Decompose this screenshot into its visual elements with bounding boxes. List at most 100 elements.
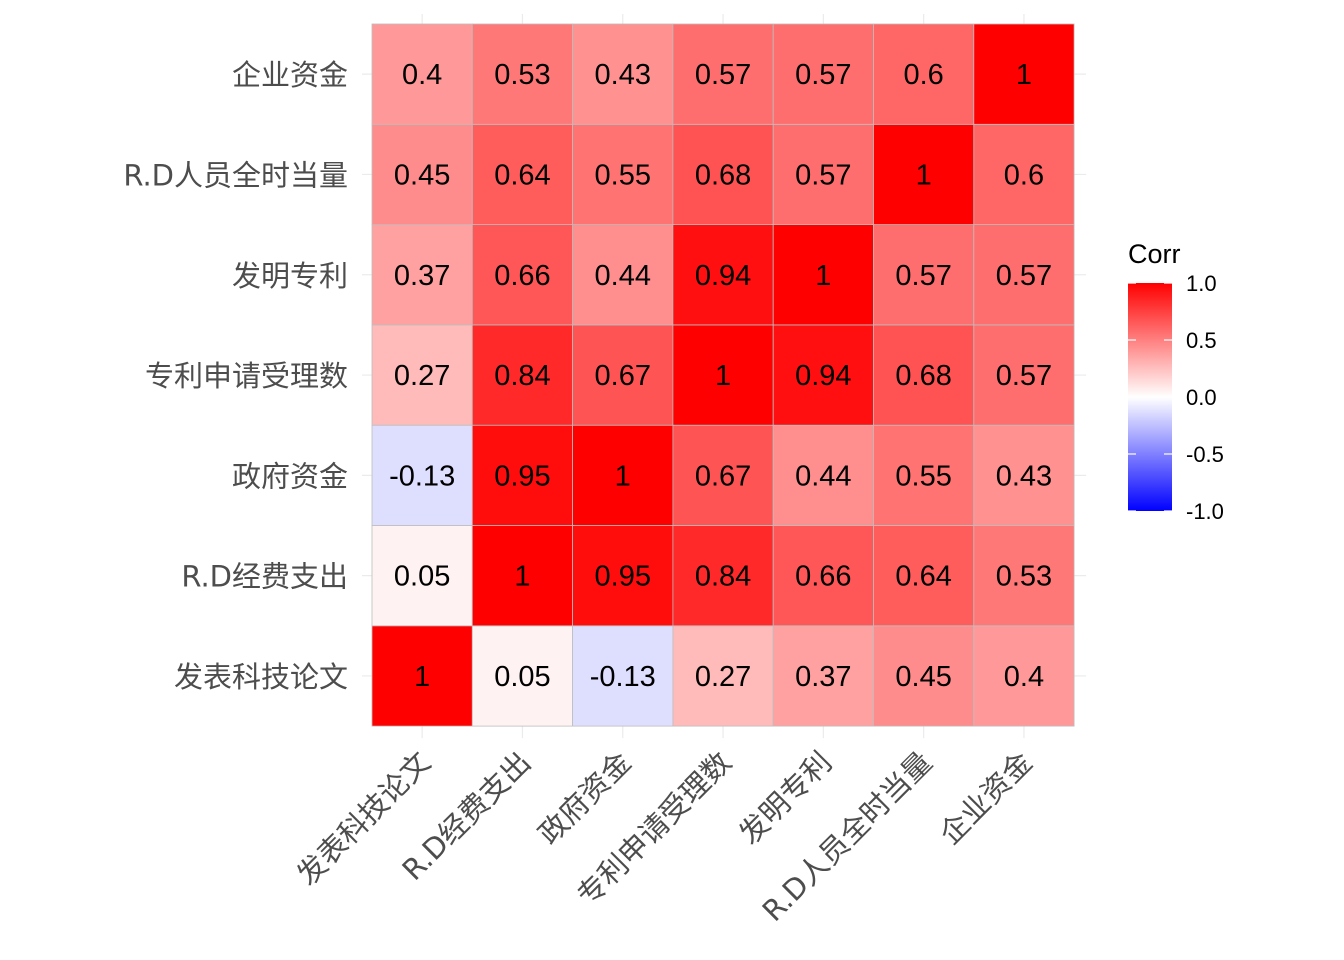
cell-value-label: 0.37 [795,661,851,693]
y-tick-label: 专利申请受理数 [145,359,348,393]
cell-value-label: 0.43 [996,460,1052,492]
cell-value-label: 0.6 [903,59,943,91]
legend-tick-label: -0.5 [1186,442,1224,467]
heatmap-cell [973,525,1075,627]
heatmap-cell [973,625,1075,727]
cell-value-label: 0.94 [695,260,751,292]
heatmap-cell [471,424,573,526]
cell-value-label: 1 [715,360,731,392]
cell-value-label: 0.57 [895,260,951,292]
heatmap-cell [572,324,674,426]
cell-value-label: 0.57 [695,59,751,91]
heatmap-cell [973,23,1075,125]
cell-value-label: 0.6 [1004,159,1044,191]
cell-value-label: 0.4 [1004,661,1044,693]
cell-value-label: 1 [414,661,430,693]
heatmap-cell [973,324,1075,426]
y-tick-label: 政府资金 [232,459,348,493]
x-axis-labels: 发表科技论文R.D经费支出政府资金专利申请受理数发明专利R.D人员全时当量企业资… [290,745,1039,928]
cell-value-label: 1 [916,159,932,191]
cell-value-label: 1 [514,561,530,593]
heatmap-cell [873,224,975,326]
y-tick-label: R.D经费支出 [181,560,348,594]
cell-value-label: 0.67 [595,360,651,392]
y-tick-label: 发明专利 [232,259,348,293]
legend: Corr 1.0 0.5 0.0 -0.5 -1.0 [1128,239,1224,524]
x-tick-label: R.D人员全时当量 [756,745,939,928]
heatmap-cell [973,224,1075,326]
x-tick-label: 发明专利 [732,745,838,851]
cell-value-label: 0.05 [494,661,550,693]
cell-value-label: 0.27 [695,661,751,693]
heatmap-cell [873,123,975,226]
heatmap-cell [672,224,774,326]
cell-value-label: 1 [1016,59,1032,91]
heatmap-cell [572,424,674,526]
cell-value-label: 1 [815,260,831,292]
heatmap-cell [471,324,573,426]
heatmap-cell [572,23,674,125]
heatmap-cell [772,224,874,326]
cell-value-label: 0.95 [595,561,651,593]
heatmap-cell [973,123,1075,226]
y-axis-labels: 发表科技论文 R.D经费支出 政府资金 专利申请受理数 发明专利 R.D人员全时当量 企业资… [123,58,348,694]
heatmap-value-labels: 1 0.05 -0.13 0.27 0.37 0.45 0.4 0.05 1 0.95 0.84 0.… [389,59,1052,693]
heatmap-cell [672,23,774,125]
cell-value-label: -0.13 [590,661,656,693]
cell-value-label: 0.68 [695,159,751,191]
heatmap-cell [873,525,975,627]
legend-tick-label: -1.0 [1186,499,1224,524]
legend-tick-label: 0.5 [1186,328,1217,353]
cell-value-label: 0.55 [895,460,951,492]
heatmap-cell [973,424,1075,526]
heatmap-cell [772,525,874,627]
heatmap-cell [371,424,473,526]
cell-value-label: 0.94 [795,360,851,392]
heatmap-cell [873,424,975,526]
heatmap-cell [672,424,774,526]
heatmap-cell [772,625,874,727]
heatmap-cell [572,525,674,627]
cell-value-label: 0.55 [595,159,651,191]
cell-value-label: 0.44 [595,260,651,292]
cell-value-label: 0.68 [895,360,951,392]
cell-value-label: 0.43 [595,59,651,91]
cell-value-label: 1 [615,460,631,492]
cell-value-label: 0.05 [394,561,450,593]
cell-value-label: 0.57 [795,159,851,191]
heatmap-cell [672,324,774,426]
cell-value-label: 0.57 [795,59,851,91]
legend-title: Corr [1128,239,1181,269]
y-tick-label: 企业资金 [232,58,348,92]
cell-value-label: 0.4 [402,59,442,91]
heatmap-cell [672,525,774,627]
cell-value-label: 0.37 [394,260,450,292]
cell-value-label: -0.13 [389,460,455,492]
heatmap-cell [471,123,573,226]
cell-value-label: 0.64 [494,159,550,191]
cell-value-label: 0.66 [795,561,851,593]
heatmap-cell [873,625,975,727]
heatmap-cell [371,324,473,426]
y-tick-label: R.D人员全时当量 [123,158,348,192]
cell-value-label: 0.57 [996,260,1052,292]
heatmap-cell [572,625,674,727]
x-tick-label: 企业资金 [933,745,1039,851]
heatmap-cell [772,424,874,526]
y-tick-label: 发表科技论文 [174,660,348,694]
cell-value-label: 0.45 [895,661,951,693]
cell-value-label: 0.95 [494,460,550,492]
heatmap-cell [371,525,473,627]
cell-value-label: 0.57 [996,360,1052,392]
cell-value-label: 0.84 [695,561,751,593]
cell-value-label: 0.53 [494,59,550,91]
cell-value-label: 0.53 [996,561,1052,593]
heatmap-cell [471,525,573,627]
cell-value-label: 0.66 [494,260,550,292]
heatmap-cells [371,23,1075,727]
heatmap-cell [371,224,473,326]
heatmap-cell [873,324,975,426]
heatmap-cell [772,324,874,426]
heatmap-cell [873,23,975,125]
